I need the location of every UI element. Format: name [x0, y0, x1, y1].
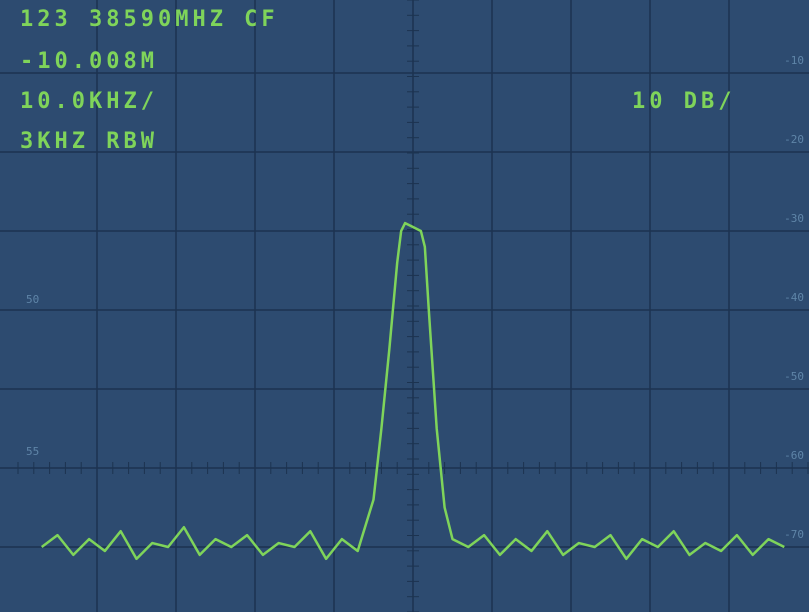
y-tick-label: -70	[784, 528, 804, 541]
y-tick-label: -40	[784, 291, 804, 304]
left-label: 50	[26, 293, 39, 306]
y-tick-label: -20	[784, 133, 804, 146]
reference-level: -10.008M	[20, 49, 158, 74]
db-per-div: 10 DB/	[632, 89, 735, 114]
resolution-bandwidth: 3KHZ RBW	[20, 129, 158, 154]
y-tick-label: -60	[784, 449, 804, 462]
span-per-div: 10.0KHZ/	[20, 89, 158, 114]
center-frequency: 123 38590MHZ CF	[20, 7, 279, 32]
y-tick-label: -10	[784, 54, 804, 67]
y-tick-label: -30	[784, 212, 804, 225]
y-tick-label: -50	[784, 370, 804, 383]
spectrum-trace	[40, 221, 785, 561]
left-label: 55	[26, 445, 39, 458]
